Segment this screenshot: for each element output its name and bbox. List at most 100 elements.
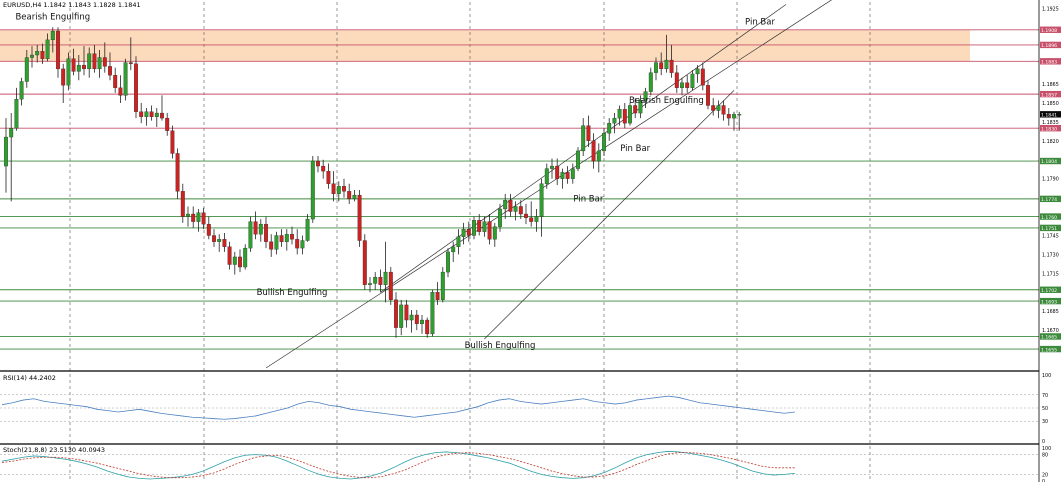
candle-bull bbox=[305, 218, 310, 241]
price-tag-label: 1.1774 bbox=[1041, 197, 1057, 203]
candle-bear bbox=[206, 223, 211, 236]
candle-bear bbox=[61, 68, 66, 86]
candle-bear bbox=[357, 194, 362, 241]
candle-bull bbox=[638, 100, 643, 114]
price-tag-support bbox=[1040, 157, 1061, 165]
candle-bear bbox=[622, 109, 627, 124]
price-tag-support bbox=[1040, 297, 1061, 305]
candle-bull bbox=[45, 39, 50, 59]
candle-bear bbox=[175, 153, 180, 192]
candle-bull bbox=[576, 150, 580, 169]
candle-bear bbox=[212, 235, 216, 242]
candle-bull bbox=[274, 235, 279, 250]
candle-bear bbox=[108, 66, 112, 76]
candle-bear bbox=[113, 75, 118, 88]
candle-bear bbox=[378, 276, 383, 285]
price-tag-support bbox=[1040, 213, 1061, 220]
price-tag-label: 1.1702 bbox=[1041, 288, 1057, 294]
candle-bear bbox=[56, 30, 60, 70]
price-tag-label: 1.1804 bbox=[1041, 159, 1057, 165]
candle-bull bbox=[352, 194, 357, 200]
candle-bull bbox=[258, 223, 263, 235]
candle-bull bbox=[217, 239, 222, 242]
candle-bear bbox=[518, 206, 523, 215]
candle-bear bbox=[82, 64, 86, 70]
price-tag-resistance bbox=[1040, 125, 1061, 132]
candle-bull bbox=[24, 57, 29, 82]
candle-bear bbox=[191, 213, 196, 222]
candle-bear bbox=[394, 299, 398, 328]
price-tag-label: 1.1830 bbox=[1041, 126, 1057, 132]
candle-bull bbox=[243, 247, 248, 268]
candle-bear bbox=[342, 186, 346, 192]
candle-bear bbox=[487, 221, 492, 240]
candle-bear bbox=[165, 117, 170, 131]
candle-bull bbox=[602, 133, 606, 152]
candle-bear bbox=[706, 85, 710, 106]
candle-bear bbox=[425, 319, 430, 335]
candle-bull bbox=[196, 212, 201, 222]
price-tick-label: 1.1745 bbox=[1042, 233, 1059, 239]
candle-bull bbox=[596, 150, 601, 162]
rsi-label: RSI(14) 44.2402 bbox=[3, 374, 56, 382]
candle-bear bbox=[128, 62, 133, 64]
candle-bull bbox=[544, 168, 549, 184]
candle-bull bbox=[654, 62, 658, 73]
candle-bear bbox=[565, 172, 570, 179]
candle-bear bbox=[170, 130, 175, 154]
candle-bear bbox=[227, 246, 232, 265]
price-tag-label: 1.1655 bbox=[1041, 347, 1057, 353]
channel-line-lower bbox=[265, 0, 833, 369]
candle-bear bbox=[388, 271, 393, 300]
price-tag-label: 1.1857 bbox=[1041, 92, 1057, 98]
candle-bear bbox=[721, 105, 726, 115]
candle-bull bbox=[648, 72, 653, 92]
price-tick-label: 1.1670 bbox=[1042, 328, 1059, 334]
candle-bull bbox=[612, 117, 617, 124]
candle-bear bbox=[316, 160, 320, 167]
stoch-label: Stoch(21,8,8) 23.5130 40.0943 bbox=[3, 446, 105, 454]
candle-bull bbox=[581, 125, 586, 152]
candle-bull bbox=[607, 123, 612, 134]
price-tag-label: 1.1751 bbox=[1041, 226, 1057, 232]
candle-bull bbox=[97, 57, 102, 70]
candle-bull bbox=[232, 256, 237, 265]
candle-bear bbox=[321, 165, 326, 172]
candle-bear bbox=[404, 304, 409, 321]
candle-bear bbox=[711, 105, 716, 111]
candle-bull bbox=[144, 111, 149, 117]
candle-bull bbox=[248, 221, 253, 249]
candle-bull bbox=[87, 53, 92, 70]
price-tag-support bbox=[1040, 195, 1061, 203]
candle-bull bbox=[690, 73, 695, 88]
candle-bear bbox=[269, 241, 274, 250]
channel-line-mid bbox=[484, 90, 735, 340]
rsi-tick-label: 70 bbox=[1042, 393, 1048, 399]
stoch-tick-label: 20 bbox=[1042, 472, 1048, 478]
candle-bull bbox=[35, 51, 40, 56]
price-tag-resistance bbox=[1040, 90, 1061, 98]
candle-bull bbox=[716, 105, 721, 111]
candle-bull bbox=[66, 58, 71, 86]
candle-bear bbox=[139, 111, 144, 117]
candle-bull bbox=[300, 240, 305, 249]
candle-bear bbox=[149, 111, 154, 117]
price-tick-label: 1.1685 bbox=[1042, 309, 1059, 315]
pattern-annotation: Pin Bar bbox=[620, 144, 650, 154]
candle-bear bbox=[264, 223, 268, 242]
candle-bull bbox=[440, 271, 445, 300]
candle-bear bbox=[633, 105, 638, 114]
candle-bull bbox=[498, 208, 502, 227]
price-tag-label: 1.1760 bbox=[1041, 215, 1057, 221]
price-tag-support bbox=[1040, 286, 1061, 293]
candle-bull bbox=[19, 81, 24, 100]
candle-bear bbox=[331, 183, 336, 194]
price-tick-label: 1.1835 bbox=[1042, 120, 1059, 126]
candle-bull bbox=[310, 160, 315, 220]
candle-bear bbox=[347, 191, 352, 200]
price-tag-support bbox=[1040, 345, 1061, 353]
candle-bull bbox=[154, 112, 159, 117]
rsi-tick-label: 100 bbox=[1042, 373, 1051, 379]
stoch-d-line bbox=[1, 452, 795, 479]
price-tick-label: 1.1730 bbox=[1042, 252, 1059, 258]
